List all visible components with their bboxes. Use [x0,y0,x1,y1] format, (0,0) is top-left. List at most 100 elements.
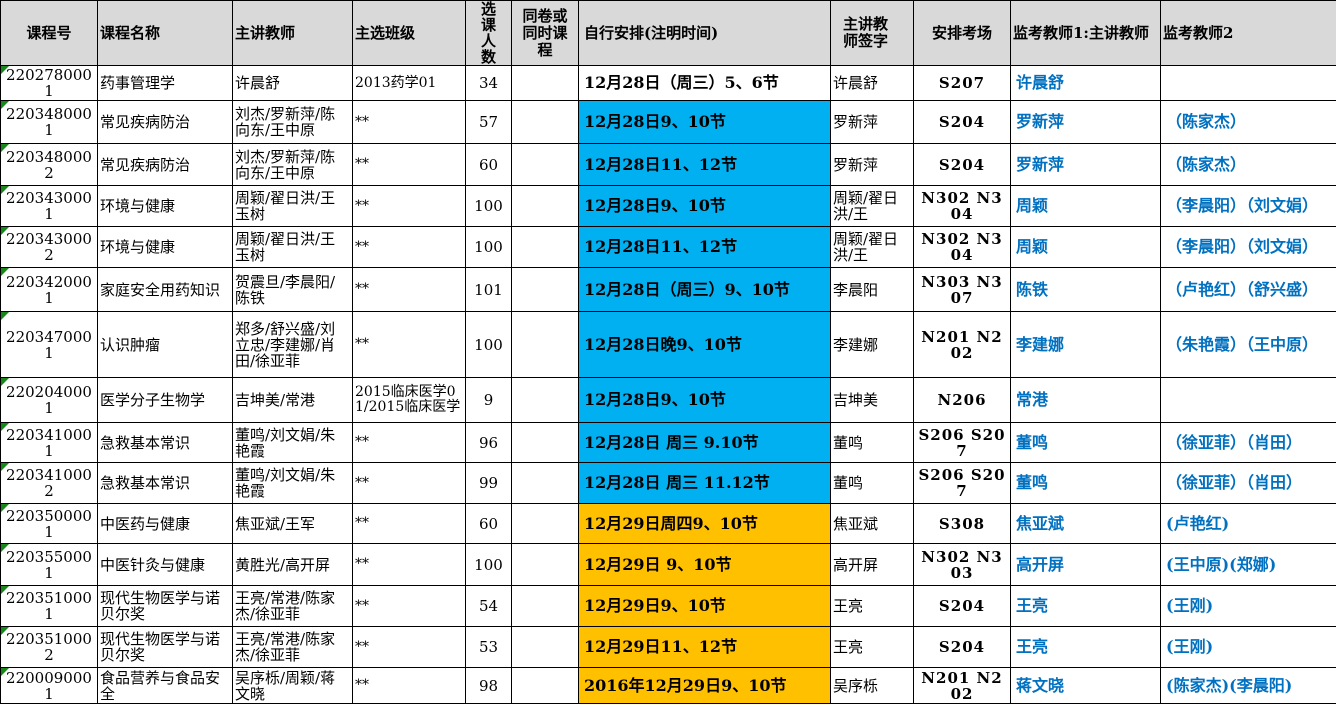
cell-enrolled[interactable]: 34 [465,65,512,101]
cell-course-name[interactable]: 食品营养与食品安全 [97,667,233,704]
cell-course-name[interactable]: 常见疾病防治 [97,100,233,144]
cell-same-paper[interactable] [511,65,579,101]
cell-course-name[interactable]: 急救基本常识 [97,422,233,463]
cell-schedule[interactable]: 12月28日11、12节 [578,226,831,268]
cell-room[interactable]: N302 N304 [913,226,1011,268]
cell-signature[interactable]: 高开屏 [830,543,914,586]
column-header-class[interactable]: 主选班级 [352,0,466,66]
cell-class[interactable]: ** [352,267,466,312]
cell-course-id[interactable]: 2203510002 [0,626,98,668]
cell-signature[interactable]: 周颖/翟日洪/王 [830,226,914,268]
cell-room[interactable]: S204 [913,585,1011,627]
cell-course-id[interactable]: 2203410001 [0,422,98,463]
cell-same-paper[interactable] [511,462,579,504]
cell-invigilator2[interactable]: （李晨阳）（刘文娟） [1160,226,1336,268]
cell-invigilator2[interactable]: （朱艳霞）（王中原） [1160,311,1336,378]
cell-enrolled[interactable]: 9 [465,377,512,423]
cell-course-id[interactable]: 2202040001 [0,377,98,423]
cell-invigilator1[interactable]: 董鸣 [1010,462,1161,504]
cell-room[interactable]: S204 [913,100,1011,144]
cell-room[interactable]: S206 S207 [913,422,1011,463]
cell-invigilator2[interactable]: （徐亚菲）（肖田） [1160,462,1336,504]
cell-invigilator1[interactable]: 董鸣 [1010,422,1161,463]
cell-same-paper[interactable] [511,377,579,423]
cell-enrolled[interactable]: 60 [465,143,512,186]
cell-signature[interactable]: 王亮 [830,585,914,627]
cell-signature[interactable]: 周颖/翟日洪/王 [830,185,914,227]
cell-course-name[interactable]: 环境与健康 [97,226,233,268]
cell-invigilator1[interactable]: 焦亚斌 [1010,503,1161,544]
cell-class[interactable]: ** [352,226,466,268]
column-header-course-name[interactable]: 课程名称 [97,0,233,66]
cell-teachers[interactable]: 周颖/翟日洪/王玉树 [232,226,353,268]
cell-teachers[interactable]: 王亮/常港/陈家杰/徐亚菲 [232,626,353,668]
cell-class[interactable]: ** [352,185,466,227]
cell-teachers[interactable]: 董鸣/刘文娟/朱艳霞 [232,462,353,504]
cell-teachers[interactable]: 董鸣/刘文娟/朱艳霞 [232,422,353,463]
cell-invigilator1[interactable]: 王亮 [1010,626,1161,668]
cell-enrolled[interactable]: 60 [465,503,512,544]
cell-invigilator1[interactable]: 高开屏 [1010,543,1161,586]
cell-enrolled[interactable]: 96 [465,422,512,463]
cell-room[interactable]: S204 [913,143,1011,186]
cell-teachers[interactable]: 焦亚斌/王军 [232,503,353,544]
cell-schedule[interactable]: 12月28日 周三 11.12节 [578,462,831,504]
cell-course-id[interactable]: 2203480001 [0,100,98,144]
cell-course-id[interactable]: 2203420001 [0,267,98,312]
cell-room[interactable]: S204 [913,626,1011,668]
cell-class[interactable]: ** [352,626,466,668]
cell-teachers[interactable]: 吉坤美/常港 [232,377,353,423]
cell-invigilator1[interactable]: 陈铁 [1010,267,1161,312]
column-header-invigilator2[interactable]: 监考教师2 [1160,0,1336,66]
cell-teachers[interactable]: 郑多/舒兴盛/刘立忠/李建娜/肖田/徐亚菲 [232,311,353,378]
cell-course-name[interactable]: 现代生物医学与诺贝尔奖 [97,626,233,668]
column-header-same-paper[interactable]: 同卷或同时课程 [511,0,579,66]
cell-same-paper[interactable] [511,143,579,186]
cell-invigilator1[interactable]: 周颖 [1010,185,1161,227]
cell-room[interactable]: N201 N202 [913,311,1011,378]
cell-teachers[interactable]: 吴序栎/周颖/蒋文晓 [232,667,353,704]
cell-course-id[interactable]: 2203430001 [0,185,98,227]
cell-same-paper[interactable] [511,626,579,668]
cell-same-paper[interactable] [511,311,579,378]
column-header-course-id[interactable]: 课程号 [0,0,98,66]
cell-class[interactable]: ** [352,585,466,627]
cell-same-paper[interactable] [511,185,579,227]
cell-signature[interactable]: 吉坤美 [830,377,914,423]
cell-course-name[interactable]: 认识肿瘤 [97,311,233,378]
column-header-teachers[interactable]: 主讲教师 [232,0,353,66]
cell-schedule[interactable]: 12月28日9、10节 [578,185,831,227]
cell-invigilator2[interactable]: （卢艳红）（舒兴盛） [1160,267,1336,312]
cell-schedule[interactable]: 12月28日 周三 9.10节 [578,422,831,463]
cell-course-name[interactable]: 医学分子生物学 [97,377,233,423]
cell-signature[interactable]: 罗新萍 [830,100,914,144]
cell-same-paper[interactable] [511,585,579,627]
cell-course-id[interactable]: 2203410002 [0,462,98,504]
cell-schedule[interactable]: 12月29日11、12节 [578,626,831,668]
cell-schedule[interactable]: 12月28日（周三）9、10节 [578,267,831,312]
cell-course-name[interactable]: 急救基本常识 [97,462,233,504]
cell-room[interactable]: N303 N307 [913,267,1011,312]
cell-same-paper[interactable] [511,226,579,268]
cell-schedule[interactable]: 12月28日9、10节 [578,377,831,423]
cell-course-id[interactable]: 2203480002 [0,143,98,186]
cell-room[interactable]: N302 N303 [913,543,1011,586]
cell-signature[interactable]: 吴序栎 [830,667,914,704]
cell-invigilator1[interactable]: 蒋文晓 [1010,667,1161,704]
cell-invigilator2[interactable] [1160,65,1336,101]
cell-enrolled[interactable]: 53 [465,626,512,668]
cell-course-name[interactable]: 常见疾病防治 [97,143,233,186]
cell-class[interactable]: ** [352,422,466,463]
cell-teachers[interactable]: 刘杰/罗新萍/陈向东/王中原 [232,143,353,186]
cell-schedule[interactable]: 12月29日周四9、10节 [578,503,831,544]
cell-signature[interactable]: 董鸣 [830,422,914,463]
cell-course-name[interactable]: 中医药与健康 [97,503,233,544]
cell-schedule[interactable]: 12月28日晚9、10节 [578,311,831,378]
cell-invigilator1[interactable]: 许晨舒 [1010,65,1161,101]
cell-course-name[interactable]: 家庭安全用药知识 [97,267,233,312]
cell-course-id[interactable]: 2200090001 [0,667,98,704]
cell-signature[interactable]: 王亮 [830,626,914,668]
cell-enrolled[interactable]: 54 [465,585,512,627]
cell-room[interactable]: S206 S207 [913,462,1011,504]
cell-same-paper[interactable] [511,422,579,463]
